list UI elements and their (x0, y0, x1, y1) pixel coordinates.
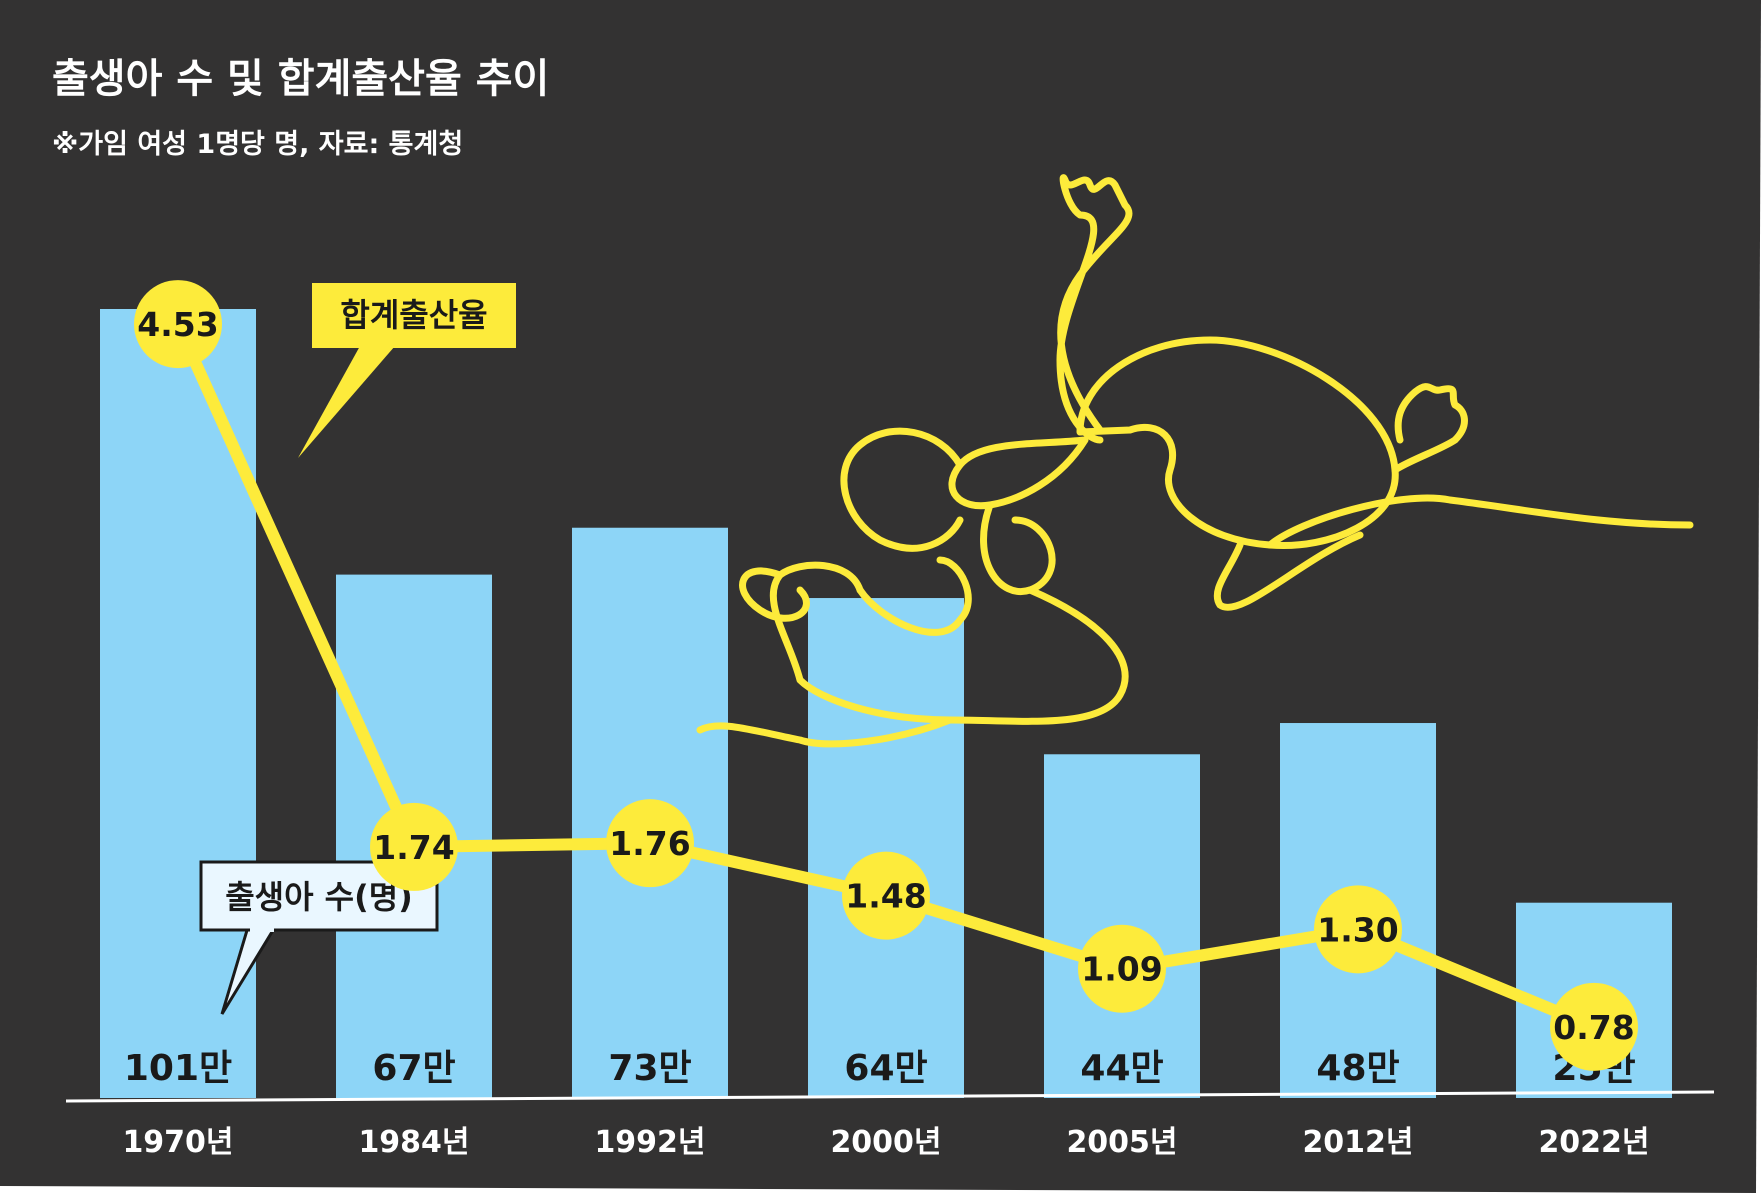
rate-point-5 (1078, 924, 1166, 1013)
rate-point-6 (1314, 885, 1402, 974)
rate-point-1 (134, 280, 222, 369)
rate-value-label-3: 1.76 (609, 824, 690, 863)
x-tick-label-7: 2022년 (1538, 1125, 1649, 1160)
x-tick-label-5: 2005년 (1066, 1125, 1177, 1160)
rate-value-label-4: 1.48 (845, 877, 926, 916)
births-callout-label: 출생아 수(명) (225, 878, 413, 916)
rate-value-label-2: 1.74 (373, 828, 454, 867)
rate-value-label-6: 1.30 (1317, 910, 1398, 949)
x-tick-label-4: 2000년 (830, 1125, 941, 1160)
bar-births-4 (808, 598, 964, 1098)
rate-point-4 (842, 851, 930, 940)
rate-callout-box (312, 283, 516, 348)
bar-value-label-3: 73만 (608, 1048, 691, 1089)
bar-value-label-5: 44만 (1080, 1048, 1163, 1089)
rate-point-7 (1550, 982, 1638, 1071)
rate-callout: 합계출산율 (298, 283, 516, 458)
bar-value-label-2: 67만 (372, 1048, 455, 1089)
x-axis-line (65, 1090, 1715, 1103)
chart-subtitle: ※가임 여성 1명당 명, 자료: 통계청 (52, 129, 464, 160)
x-tick-label-1: 1970년 (122, 1125, 233, 1160)
rate-value-label-7: 0.78 (1553, 1008, 1634, 1047)
rate-point-3 (606, 799, 694, 888)
bar-value-label-4: 64만 (844, 1048, 927, 1089)
x-tick-label-3: 1992년 (594, 1125, 705, 1160)
chart-title: 출생아 수 및 합계출산율 추이 (52, 56, 550, 102)
rate-value-label-1: 4.53 (137, 305, 218, 344)
x-tick-label-2: 1984년 (358, 1125, 469, 1160)
rate-point-2 (370, 802, 458, 891)
bar-value-label-6: 48만 (1316, 1048, 1399, 1089)
baby-illustration (696, 174, 1694, 748)
x-tick-label-6: 2012년 (1302, 1125, 1413, 1160)
rate-callout-label: 합계출산율 (340, 296, 487, 334)
bar-value-label-1: 101만 (124, 1048, 232, 1089)
births-callout-joint (250, 925, 274, 932)
rate-value-label-5: 1.09 (1081, 950, 1162, 989)
rate-callout-pointer (298, 346, 395, 458)
